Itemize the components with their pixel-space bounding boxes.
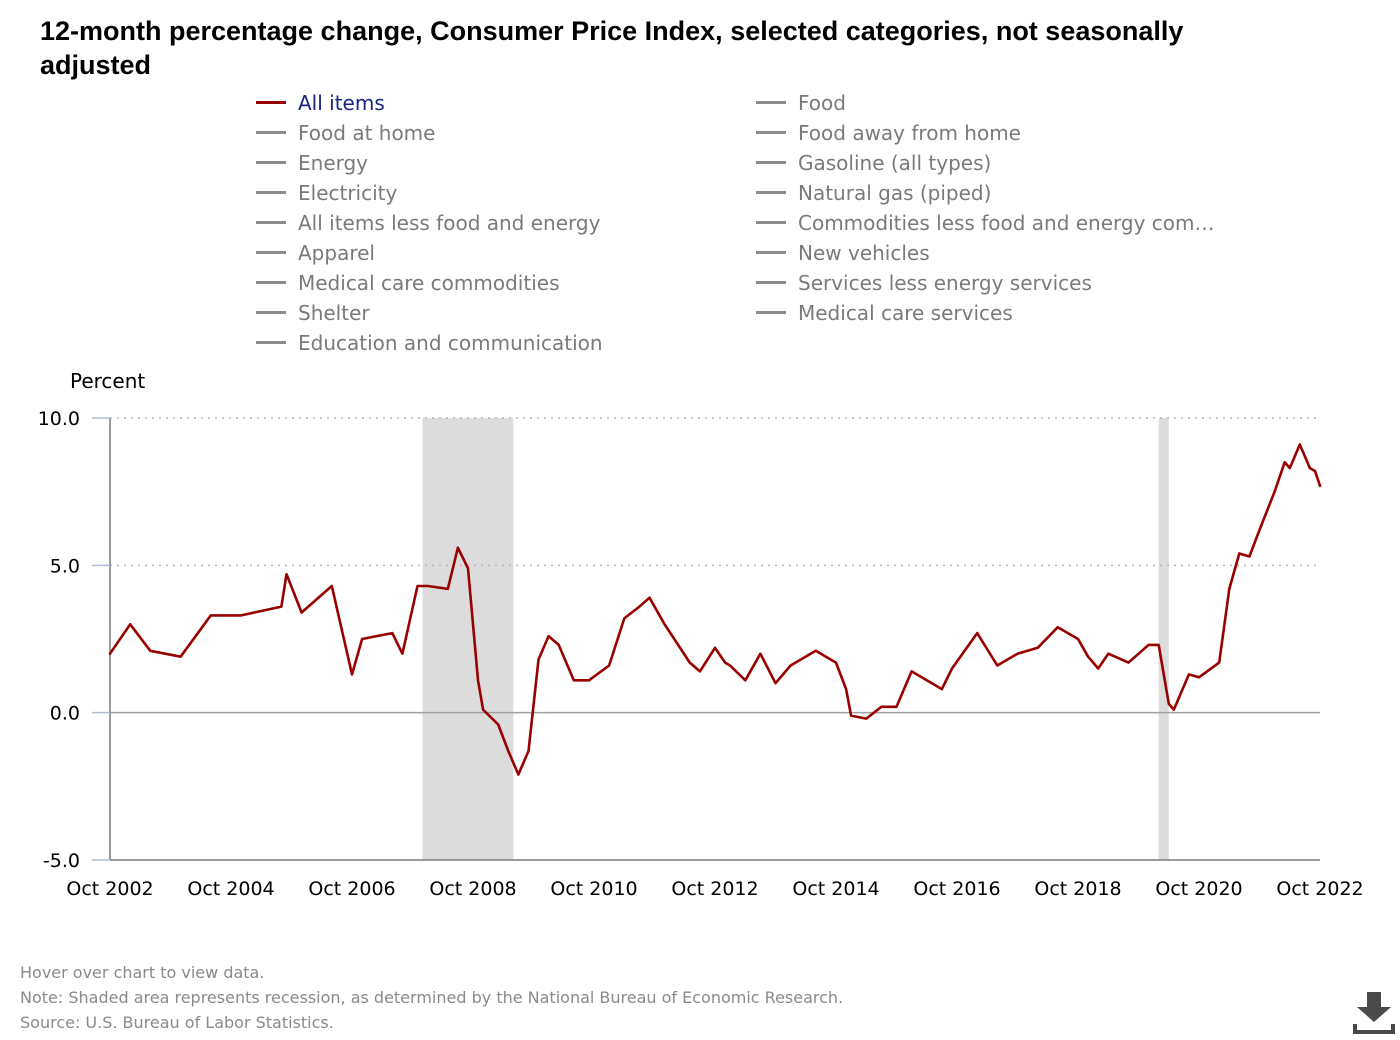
legend-swatch bbox=[256, 251, 286, 254]
series-line-all-items[interactable] bbox=[108, 443, 1322, 776]
legend-swatch bbox=[756, 101, 786, 104]
recession-band-2 bbox=[1158, 418, 1169, 860]
legend-item-gasoline-all-types[interactable]: Gasoline (all types) bbox=[756, 148, 1215, 178]
legend-swatch bbox=[256, 281, 286, 284]
hover-hint: Hover over chart to view data. bbox=[20, 963, 265, 982]
y-tick-label: 0.0 bbox=[50, 703, 80, 725]
legend-swatch bbox=[256, 161, 286, 164]
legend-item-food-at-home[interactable]: Food at home bbox=[256, 118, 603, 148]
legend-swatch bbox=[756, 131, 786, 134]
legend-label: Food bbox=[798, 91, 846, 115]
legend-label: Commodities less food and energy com… bbox=[798, 211, 1215, 235]
legend-item-shelter[interactable]: Shelter bbox=[256, 298, 603, 328]
legend-item-all-items[interactable]: All items bbox=[256, 88, 603, 118]
legend-label: Shelter bbox=[298, 301, 370, 325]
x-tick-label: Oct 2008 bbox=[429, 878, 516, 900]
x-tick-label: Oct 2020 bbox=[1155, 878, 1242, 900]
legend-label: Services less energy services bbox=[798, 271, 1092, 295]
legend-item-new-vehicles[interactable]: New vehicles bbox=[756, 238, 1215, 268]
x-tick-label: Oct 2012 bbox=[671, 878, 758, 900]
legend-item-apparel[interactable]: Apparel bbox=[256, 238, 603, 268]
legend-column-left: All items Food at home Energy Electricity Al… bbox=[256, 88, 603, 358]
legend-label: Medical care services bbox=[798, 301, 1013, 325]
legend-label: New vehicles bbox=[798, 241, 930, 265]
legend-label: Electricity bbox=[298, 181, 398, 205]
legend-item-medical-care-commodities[interactable]: Medical care commodities bbox=[256, 268, 603, 298]
legend-label: Food away from home bbox=[798, 121, 1021, 145]
download-icon bbox=[1353, 992, 1395, 1034]
legend-label: Natural gas (piped) bbox=[798, 181, 992, 205]
legend-label: Medical care commodities bbox=[298, 271, 560, 295]
legend-label: All items less food and energy bbox=[298, 211, 601, 235]
x-tick-label: Oct 2018 bbox=[1034, 878, 1121, 900]
legend-item-medical-care-services[interactable]: Medical care services bbox=[756, 298, 1215, 328]
line-chart[interactable]: -5.0 0.0 5.0 10.0 Percent Oct 2002 Oct 2004 Oct… bbox=[0, 0, 1400, 940]
legend-label: Education and communication bbox=[298, 331, 603, 355]
x-tick-label: Oct 2014 bbox=[792, 878, 879, 900]
download-button[interactable] bbox=[1352, 990, 1396, 1036]
legend-label: Food at home bbox=[298, 121, 436, 145]
legend-swatch bbox=[756, 221, 786, 224]
x-tick-label: Oct 2006 bbox=[308, 878, 395, 900]
legend-item-electricity[interactable]: Electricity bbox=[256, 178, 603, 208]
y-tick-label: -5.0 bbox=[43, 850, 80, 872]
legend-swatch bbox=[256, 191, 286, 194]
legend-swatch bbox=[756, 191, 786, 194]
x-tick-label: Oct 2016 bbox=[913, 878, 1000, 900]
legend-swatch bbox=[756, 161, 786, 164]
x-tick-label: Oct 2004 bbox=[187, 878, 274, 900]
legend-label: All items bbox=[298, 91, 385, 115]
y-tick-label: 5.0 bbox=[50, 555, 80, 577]
legend-swatch bbox=[256, 131, 286, 134]
legend-swatch bbox=[256, 221, 286, 224]
source-note: Source: U.S. Bureau of Labor Statistics. bbox=[20, 1013, 334, 1032]
legend-swatch bbox=[256, 311, 286, 314]
legend-item-services-less-energy-services[interactable]: Services less energy services bbox=[756, 268, 1215, 298]
legend-swatch bbox=[256, 341, 286, 344]
legend-item-commodities-less-food-and-energy-com[interactable]: Commodities less food and energy com… bbox=[756, 208, 1215, 238]
legend-swatch bbox=[756, 281, 786, 284]
y-tick-label: 10.0 bbox=[38, 408, 80, 430]
x-tick-label: Oct 2002 bbox=[66, 878, 153, 900]
legend-label: Apparel bbox=[298, 241, 375, 265]
legend-label: Energy bbox=[298, 151, 369, 175]
legend-swatch bbox=[256, 101, 286, 104]
x-tick-label: Oct 2010 bbox=[550, 878, 637, 900]
x-tick-label: Oct 2022 bbox=[1276, 878, 1363, 900]
chart-notes: Hover over chart to view data. Note: Sha… bbox=[20, 960, 843, 1035]
recession-band-1 bbox=[422, 418, 514, 860]
legend-item-food-away-from-home[interactable]: Food away from home bbox=[756, 118, 1215, 148]
legend-swatch bbox=[756, 311, 786, 314]
chart-title: 12-month percentage change, Consumer Pri… bbox=[40, 16, 1184, 80]
legend-item-energy[interactable]: Energy bbox=[256, 148, 603, 178]
legend-item-education-and-communication[interactable]: Education and communication bbox=[256, 328, 603, 358]
y-axis-title: Percent bbox=[70, 369, 145, 393]
legend-label: Gasoline (all types) bbox=[798, 151, 992, 175]
legend-item-food[interactable]: Food bbox=[756, 88, 1215, 118]
legend-item-all-items-less-food-and-energy[interactable]: All items less food and energy bbox=[256, 208, 603, 238]
legend-swatch bbox=[756, 251, 786, 254]
recession-note: Note: Shaded area represents recession, … bbox=[20, 988, 844, 1007]
legend-item-natural-gas-piped[interactable]: Natural gas (piped) bbox=[756, 178, 1215, 208]
legend-column-right: Food Food away from home Gasoline (all typ… bbox=[756, 88, 1215, 328]
